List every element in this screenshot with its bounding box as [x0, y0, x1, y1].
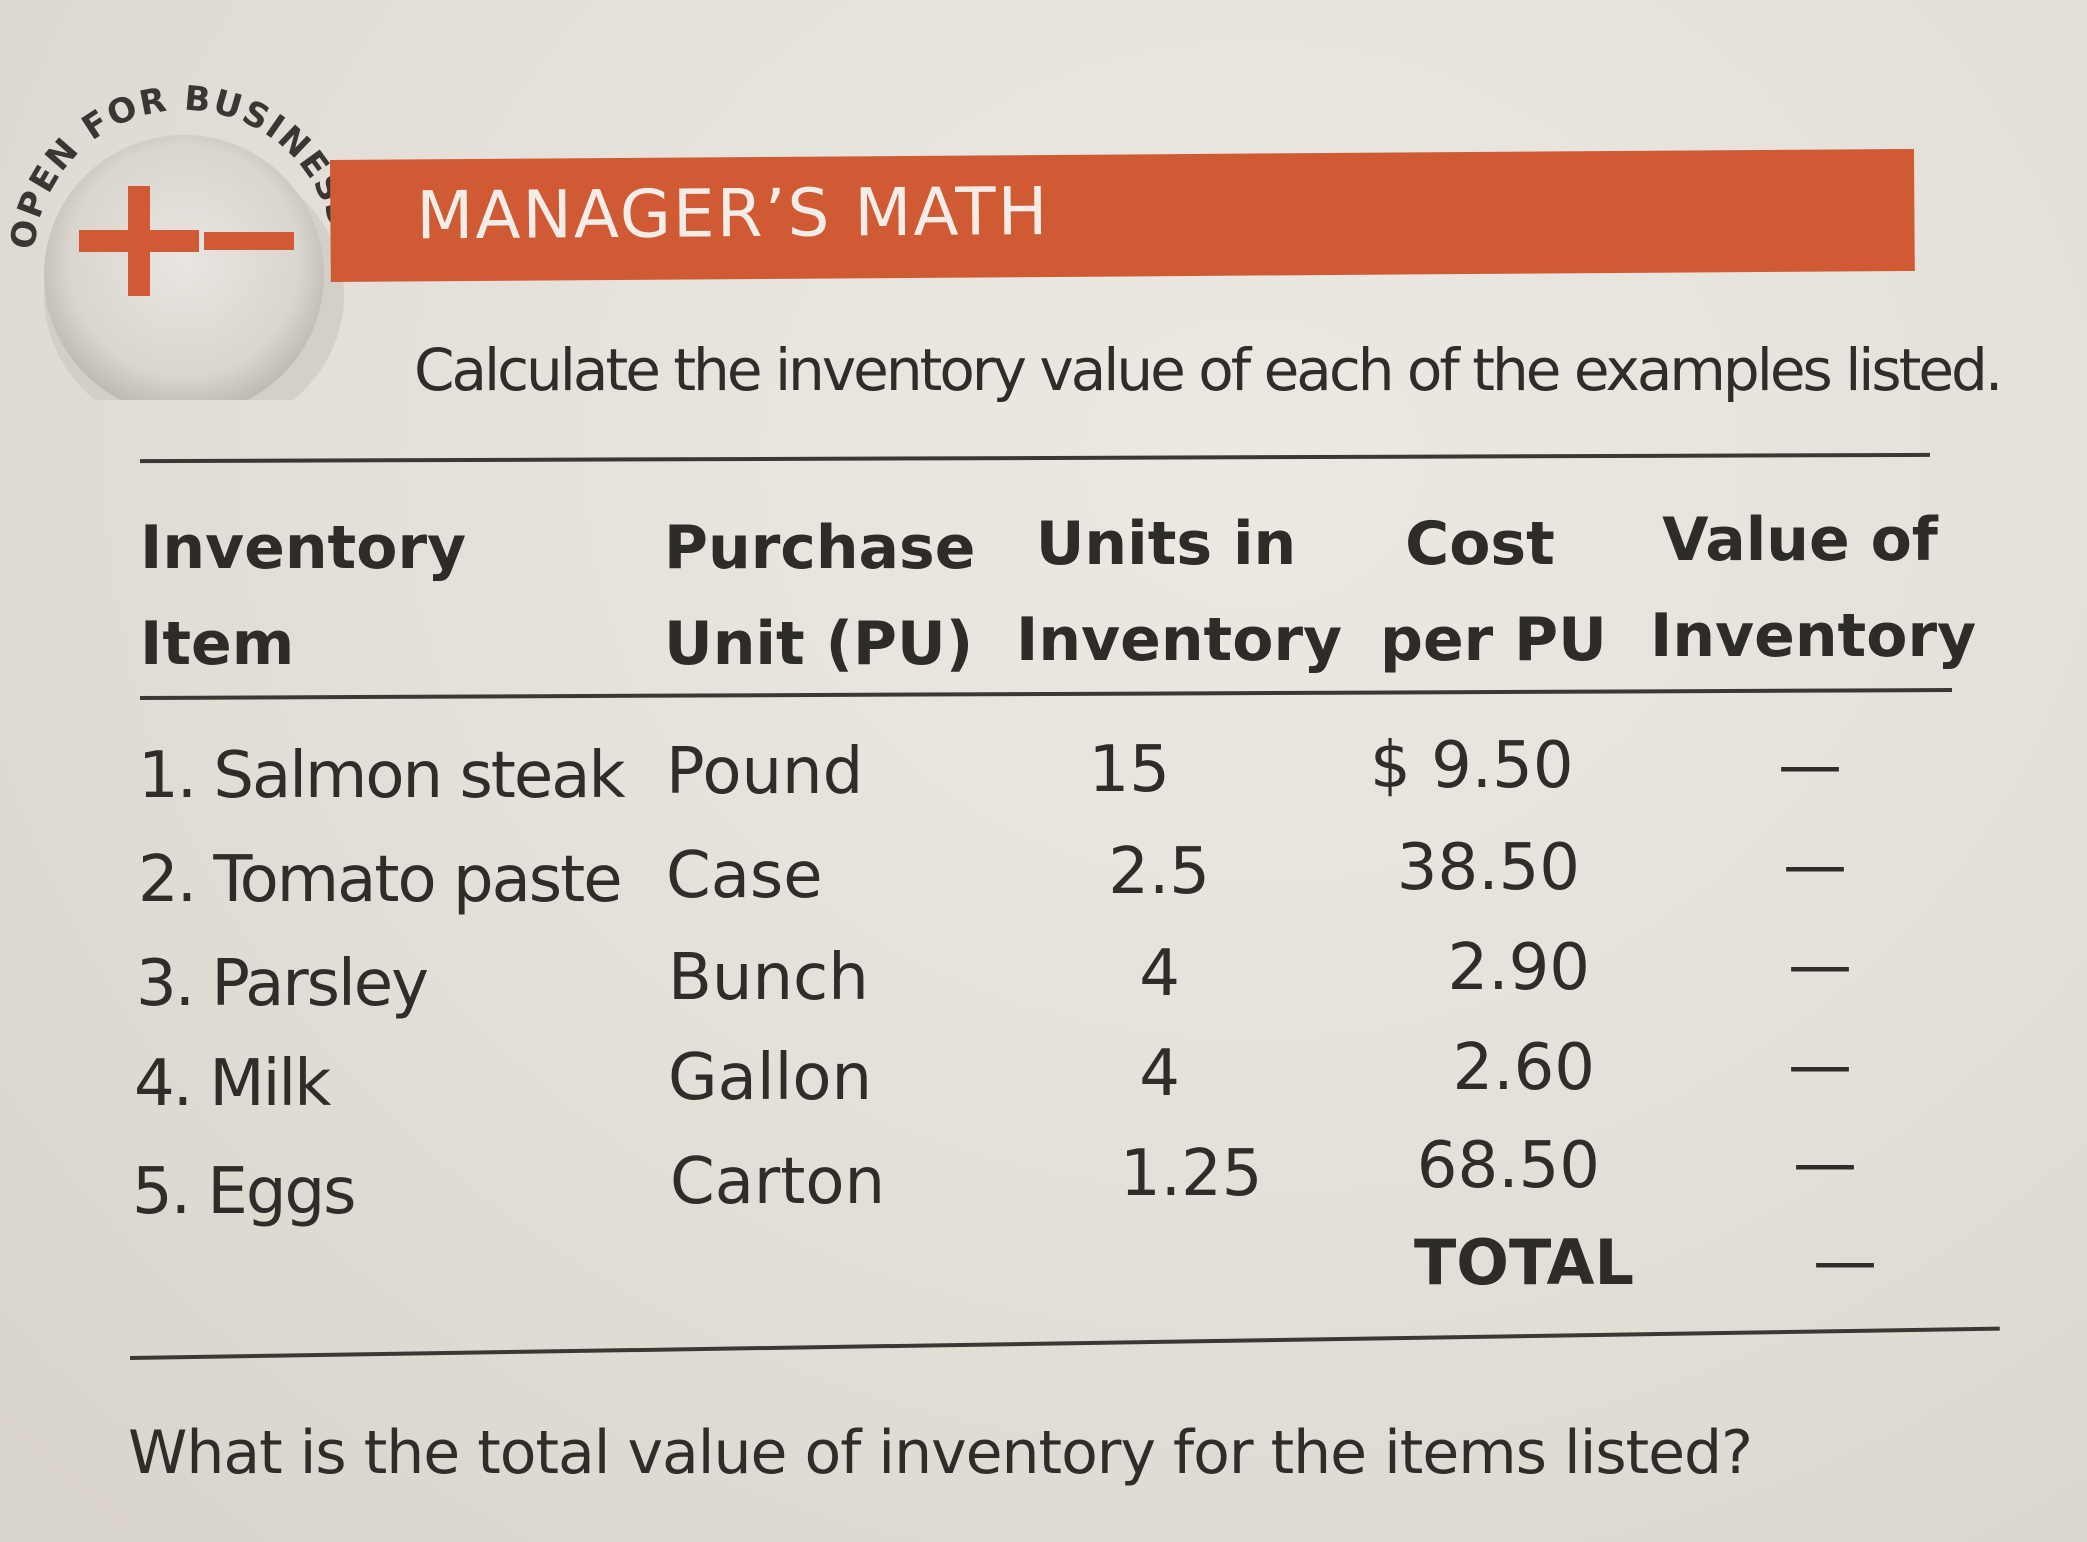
- purchase-unit: Pound: [666, 735, 864, 809]
- value-of-inventory: —: [1778, 729, 1842, 803]
- header-value-of-inventory: Value of Inventory: [1650, 505, 1977, 671]
- item-name: 5. Eggs: [132, 1155, 356, 1229]
- total-label: TOTAL: [1414, 1226, 1634, 1299]
- units-in-inventory: 15: [1088, 733, 1170, 807]
- top-rule: [139, 452, 1931, 464]
- section-title: MANAGER’S MATH: [416, 172, 1050, 255]
- total-value: —: [1813, 1225, 1877, 1299]
- instruction-text: Calculate the inventory value of each of…: [414, 336, 2003, 404]
- item-name: 1. Salmon steak: [138, 739, 626, 813]
- header-purchase-unit: Purchase Unit (PU): [664, 513, 976, 679]
- cost-per-pu: 68.50: [1416, 1129, 1600, 1203]
- value-of-inventory: —: [1788, 1029, 1852, 1103]
- item-name: 4. Milk: [134, 1047, 331, 1121]
- badge-graphic: OPEN FOR BUSINESS: [4, 78, 359, 400]
- header-cost-per-pu: Cost per PU: [1380, 509, 1607, 675]
- cost-per-pu: 2.60: [1452, 1031, 1596, 1105]
- cost-per-pu: $ 9.50: [1370, 729, 1574, 803]
- purchase-unit: Gallon: [668, 1041, 873, 1115]
- units-in-inventory: 1.25: [1120, 1137, 1263, 1211]
- units-in-inventory: 4: [1139, 1037, 1180, 1111]
- item-name: 2. Tomato paste: [138, 843, 623, 917]
- item-name: 3. Parsley: [136, 947, 429, 1021]
- bottom-rule: [129, 1326, 2000, 1360]
- units-in-inventory: 2.5: [1108, 835, 1210, 909]
- section-header-bar: MANAGER’S MATH: [330, 148, 1915, 282]
- cost-per-pu: 2.90: [1447, 931, 1591, 1005]
- value-of-inventory: —: [1788, 929, 1852, 1003]
- header-inventory-item: Inventory Item: [140, 513, 467, 679]
- units-in-inventory: 4: [1139, 937, 1180, 1011]
- value-of-inventory: —: [1793, 1127, 1857, 1201]
- plus-minus-icon: [79, 186, 294, 296]
- cost-per-pu: 38.50: [1396, 831, 1580, 905]
- header-units-in-inventory: Units in Inventory: [1016, 509, 1343, 675]
- value-of-inventory: —: [1783, 829, 1847, 903]
- purchase-unit: Case: [666, 839, 823, 913]
- purchase-unit: Bunch: [668, 941, 869, 1015]
- open-for-business-badge: OPEN FOR BUSINESS: [4, 60, 364, 400]
- question-text: What is the total value of inventory for…: [128, 1418, 1753, 1488]
- purchase-unit: Carton: [670, 1145, 886, 1219]
